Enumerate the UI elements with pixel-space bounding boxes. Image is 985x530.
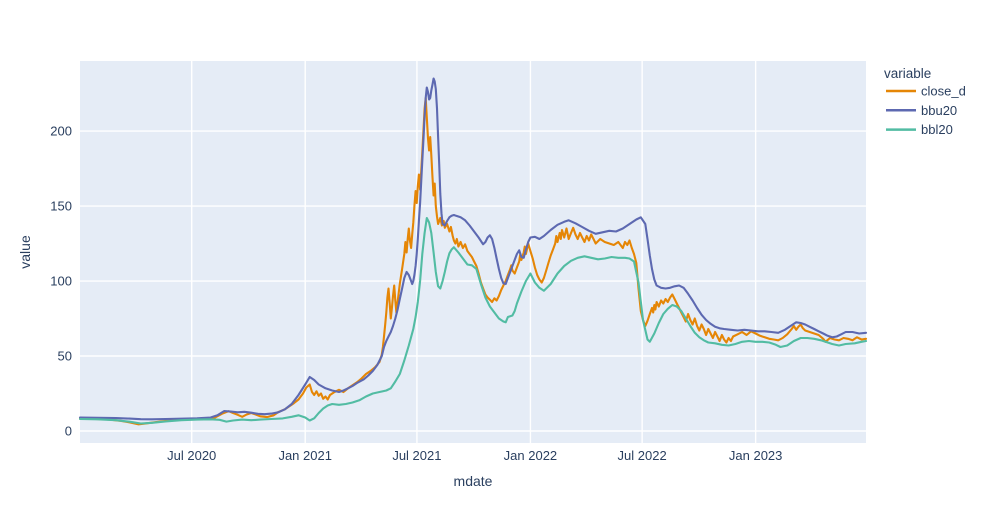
legend-label-bbl20: bbl20 <box>921 122 953 137</box>
y-tick-label: 150 <box>50 199 72 214</box>
plot-area[interactable] <box>80 61 866 443</box>
y-axis-title: value <box>17 235 33 269</box>
series-lines <box>78 77 868 426</box>
legend-item-bbl20[interactable]: bbl20 <box>886 122 953 137</box>
x-tick-label: Jan 2021 <box>278 448 332 463</box>
x-tick-label: Jul 2021 <box>392 448 441 463</box>
legend: variable close_d bbu20 bbl20 <box>884 66 966 137</box>
legend-title: variable <box>884 66 931 81</box>
y-tick-labels: 0 50 100 150 200 <box>50 124 72 439</box>
gridlines <box>80 61 866 443</box>
legend-label-close_d: close_d <box>921 84 966 99</box>
y-tick-label: 50 <box>58 349 72 364</box>
x-tick-label: Jul 2020 <box>167 448 216 463</box>
y-tick-label: 100 <box>50 274 72 289</box>
line-bbu20[interactable] <box>78 77 868 421</box>
legend-item-close_d[interactable]: close_d <box>886 84 966 99</box>
x-tick-label: Jan 2022 <box>504 448 558 463</box>
legend-label-bbu20: bbu20 <box>921 103 957 118</box>
y-tick-label: 0 <box>65 424 72 439</box>
x-tick-label: Jan 2023 <box>729 448 783 463</box>
line-bbl20[interactable] <box>78 216 868 425</box>
y-tick-label: 200 <box>50 124 72 139</box>
legend-item-bbu20[interactable]: bbu20 <box>886 103 957 118</box>
x-tick-labels: Jul 2020 Jan 2021 Jul 2021 Jan 2022 Jul 2022… <box>167 448 782 463</box>
x-axis-title: mdate <box>454 473 493 489</box>
x-tick-label: Jul 2022 <box>618 448 667 463</box>
